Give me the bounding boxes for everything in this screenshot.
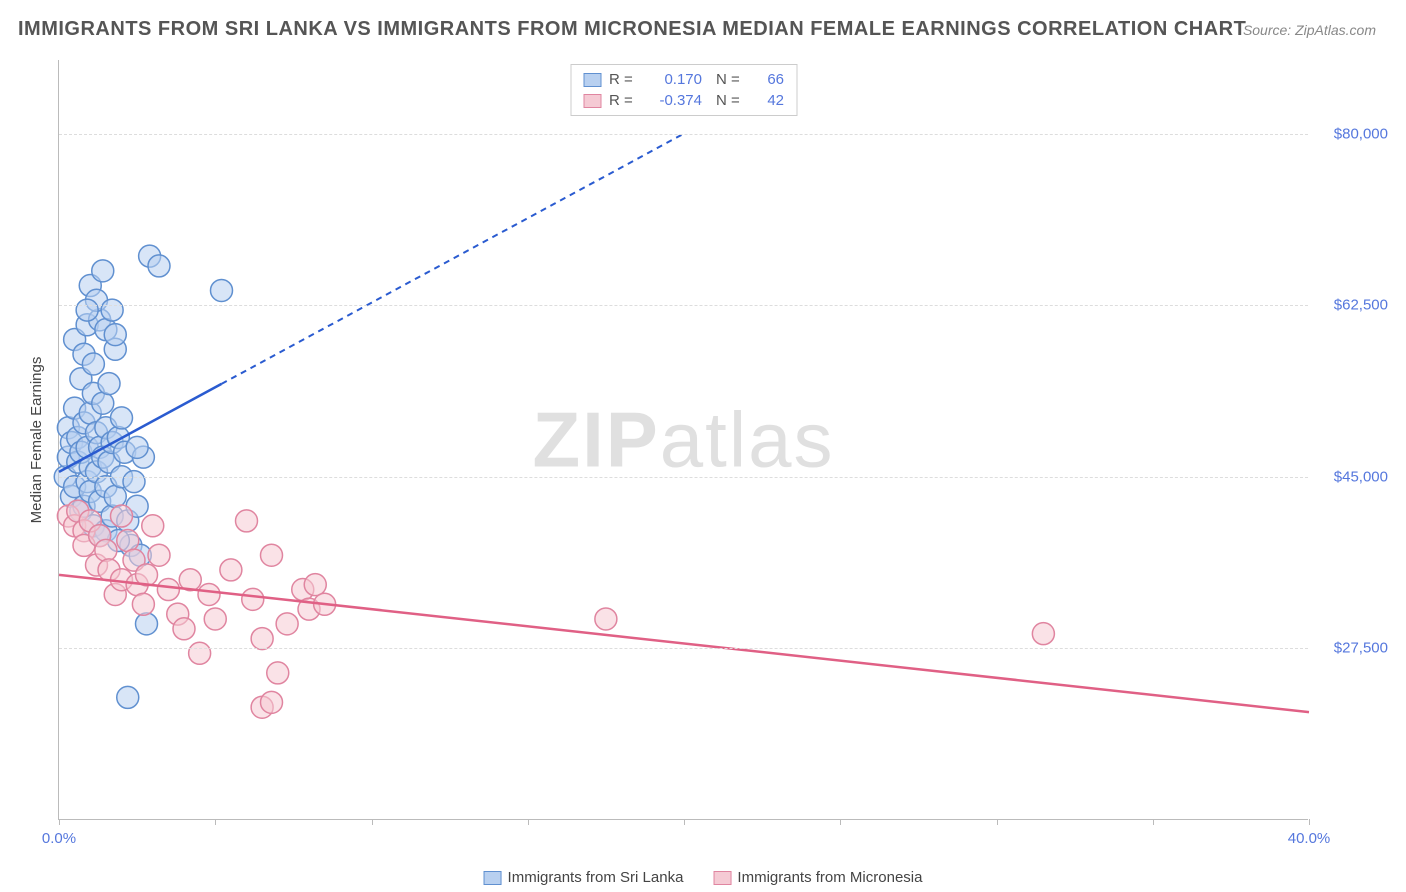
data-point: [111, 407, 133, 429]
x-tick: [997, 819, 998, 825]
plot-area: ZIPatlas R = 0.170 N = 66 R = -0.374 N =…: [58, 60, 1308, 820]
x-tick: [372, 819, 373, 825]
r-value-1: 0.170: [647, 71, 702, 88]
data-point: [98, 373, 120, 395]
swatch-series-2: [583, 94, 601, 108]
y-tick-label: $27,500: [1318, 640, 1388, 657]
n-value-2: 42: [754, 92, 784, 109]
data-point: [117, 530, 139, 552]
y-tick-label: $80,000: [1318, 125, 1388, 142]
x-tick-label: 0.0%: [42, 830, 76, 847]
data-point: [148, 544, 170, 566]
data-point: [95, 539, 117, 561]
data-point: [251, 628, 273, 650]
data-point: [189, 642, 211, 664]
data-point: [304, 574, 326, 596]
data-point: [132, 593, 154, 615]
n-label: N =: [716, 92, 746, 109]
data-point: [242, 588, 264, 610]
data-point: [204, 608, 226, 630]
x-tick: [528, 819, 529, 825]
swatch-bottom-2: [713, 871, 731, 885]
gridline-h: [59, 477, 1308, 478]
data-point: [104, 485, 126, 507]
data-point: [261, 691, 283, 713]
trend-line-solid: [59, 575, 1309, 712]
data-point: [92, 260, 114, 282]
legend-label-1: Immigrants from Sri Lanka: [508, 869, 684, 886]
y-tick-label: $62,500: [1318, 297, 1388, 314]
data-point: [1032, 623, 1054, 645]
x-tick: [684, 819, 685, 825]
data-point: [236, 510, 258, 532]
y-tick-label: $45,000: [1318, 468, 1388, 485]
data-point: [82, 353, 104, 375]
data-point: [76, 299, 98, 321]
r-label: R =: [609, 92, 639, 109]
x-tick-label: 40.0%: [1288, 830, 1331, 847]
legend-item-2: Immigrants from Micronesia: [713, 869, 922, 886]
gridline-h: [59, 648, 1308, 649]
data-point: [136, 613, 158, 635]
data-point: [173, 618, 195, 640]
data-point: [101, 299, 123, 321]
n-label: N =: [716, 71, 746, 88]
correlation-legend: R = 0.170 N = 66 R = -0.374 N = 42: [570, 64, 797, 116]
gridline-h: [59, 305, 1308, 306]
series-legend: Immigrants from Sri Lanka Immigrants fro…: [484, 869, 923, 886]
data-point: [126, 436, 148, 458]
x-tick: [840, 819, 841, 825]
data-point: [104, 324, 126, 346]
legend-row-series-1: R = 0.170 N = 66: [583, 71, 784, 88]
data-point: [157, 579, 179, 601]
data-point: [595, 608, 617, 630]
n-value-1: 66: [754, 71, 784, 88]
x-tick: [1153, 819, 1154, 825]
x-tick: [59, 819, 60, 825]
chart-svg: [59, 60, 1308, 819]
data-point: [123, 471, 145, 493]
legend-label-2: Immigrants from Micronesia: [737, 869, 922, 886]
data-point: [111, 505, 133, 527]
legend-row-series-2: R = -0.374 N = 42: [583, 92, 784, 109]
data-point: [117, 686, 139, 708]
data-point: [92, 392, 114, 414]
y-axis-label: Median Female Earnings: [28, 357, 45, 524]
chart-title: IMMIGRANTS FROM SRI LANKA VS IMMIGRANTS …: [18, 18, 1246, 41]
data-point: [276, 613, 298, 635]
r-label: R =: [609, 71, 639, 88]
swatch-bottom-1: [484, 871, 502, 885]
x-tick: [215, 819, 216, 825]
data-point: [142, 515, 164, 537]
data-point: [267, 662, 289, 684]
r-value-2: -0.374: [647, 92, 702, 109]
gridline-h: [59, 134, 1308, 135]
data-point: [220, 559, 242, 581]
trend-line-dashed: [222, 134, 685, 384]
data-point: [198, 583, 220, 605]
data-point: [148, 255, 170, 277]
data-point: [261, 544, 283, 566]
data-point: [211, 279, 233, 301]
source-label: Source: ZipAtlas.com: [1243, 22, 1376, 38]
swatch-series-1: [583, 73, 601, 87]
x-tick: [1309, 819, 1310, 825]
legend-item-1: Immigrants from Sri Lanka: [484, 869, 684, 886]
